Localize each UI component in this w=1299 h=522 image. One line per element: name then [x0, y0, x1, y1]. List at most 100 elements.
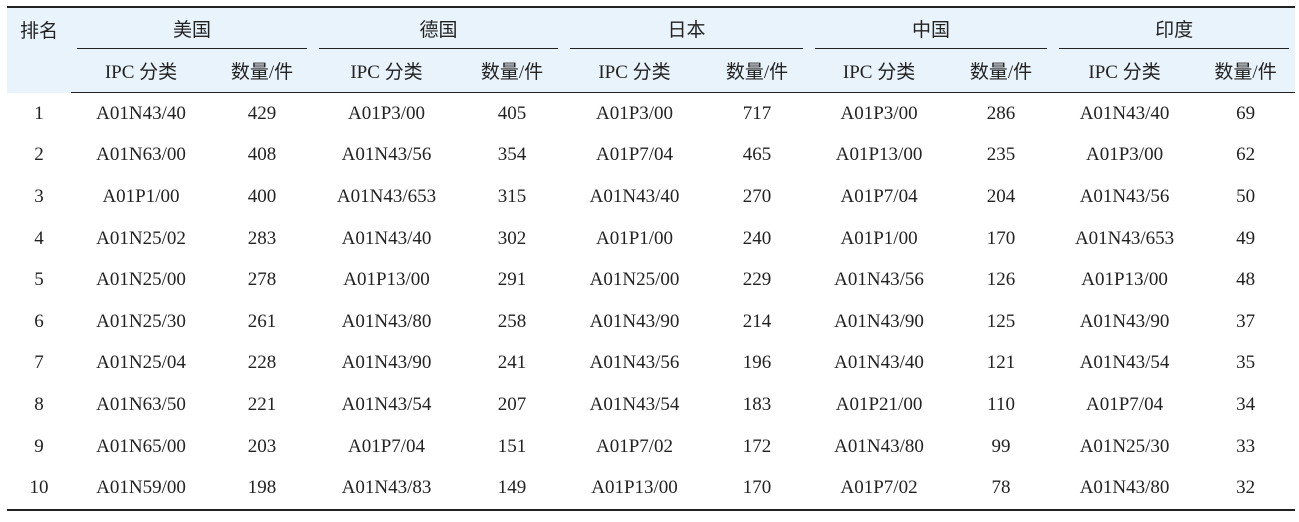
count-cell: 207 [497, 393, 527, 415]
table-row: 9 A01N65/00 203 A01P7/04 151 A01P7/02 172 A01N4… [7, 426, 1295, 468]
ipc-class-cell: A01P13/00 [343, 269, 430, 291]
table-header: 排名 美国 德国 日本 中国 印度 IPC 分类 数量/件 IPC 分类 数量/… [7, 6, 1296, 93]
ipc-class-cell: A01N43/56 [589, 352, 680, 374]
count-cell: 151 [497, 435, 527, 457]
table-row: 7 A01N25/04 228 A01N43/90 241 A01N43/56 196 A01… [7, 343, 1295, 385]
count-cell: 183 [742, 393, 772, 415]
count-cell: 315 [497, 185, 527, 207]
ipc-class-cell: A01N43/653 [336, 185, 437, 207]
count-cell: 48 [1236, 269, 1256, 291]
ipc-class-cell: A01P3/00 [1086, 144, 1164, 166]
ipc-class-cell: A01N25/04 [96, 352, 186, 374]
count-cell: 69 [1236, 102, 1256, 124]
table-row: 6 A01N25/30 261 A01N43/80 258 A01N43/90 214 A01… [7, 301, 1295, 343]
count-cell: 37 [1236, 310, 1256, 332]
ipc-class-cell: A01N43/653 [1074, 227, 1175, 249]
ipc-class-cell: A01P13/00 [835, 144, 923, 166]
group-header-china: 中国 [809, 6, 1054, 49]
rank-cell: 10 [7, 467, 71, 511]
count-cell: 50 [1236, 185, 1256, 207]
count-cell: 235 [986, 144, 1016, 166]
ipc-class-cell: A01N25/30 [1079, 435, 1170, 457]
rank-cell: 1 [34, 102, 44, 124]
ipc-class-cell: A01N43/56 [834, 269, 924, 291]
ipc-class-cell: A01N43/54 [1079, 352, 1170, 374]
rank-header: 排名 [7, 6, 71, 93]
ipc-class-header: IPC 分类 [313, 49, 461, 93]
ipc-class-cell: A01N43/90 [589, 310, 680, 332]
count-cell: 32 [1196, 467, 1296, 511]
ipc-class-cell: A01P13/00 [564, 467, 706, 511]
count-cell: 170 [705, 467, 810, 511]
group-header-usa: 美国 [71, 6, 314, 49]
count-cell: 283 [247, 227, 277, 249]
table-row: 2 A01N63/00 408 A01N43/56 354 A01P7/04 465 A01P… [7, 135, 1295, 177]
group-header-india: 印度 [1053, 6, 1296, 49]
ipc-class-cell: A01N43/54 [341, 393, 432, 415]
header-sub-row: IPC 分类 数量/件 IPC 分类 数量/件 IPC 分类 数量/件 IPC … [7, 49, 1296, 93]
ipc-class-cell: A01P1/00 [840, 227, 918, 249]
ipc-class-cell: A01P13/00 [1081, 269, 1168, 291]
ipc-class-cell: A01P3/00 [840, 102, 918, 124]
count-cell: 35 [1236, 352, 1256, 374]
table-row: 5 A01N25/00 278 A01P13/00 291 A01N25/00 229 A01… [7, 259, 1295, 301]
count-cell: 240 [742, 227, 772, 249]
ipc-class-cell: A01P7/04 [347, 435, 426, 457]
ipc-class-cell: A01N43/80 [834, 435, 924, 457]
count-cell: 228 [247, 352, 277, 374]
ipc-class-cell: A01N59/00 [71, 467, 211, 511]
count-cell: 49 [1236, 227, 1256, 249]
count-cell: 121 [986, 352, 1016, 374]
count-cell: 465 [742, 144, 772, 166]
count-cell: 172 [742, 435, 772, 457]
count-cell: 408 [247, 144, 277, 166]
ipc-class-cell: A01N25/30 [96, 310, 186, 332]
ipc-class-cell: A01P7/04 [840, 185, 918, 207]
count-cell: 110 [987, 393, 1015, 415]
count-header: 数量/件 [705, 49, 810, 93]
rank-cell: 3 [34, 185, 44, 207]
ipc-class-cell: A01N63/50 [96, 393, 186, 415]
rank-cell: 9 [34, 435, 44, 457]
ipc-class-cell: A01P1/00 [595, 227, 674, 249]
ipc-class-cell: A01N43/40 [834, 352, 924, 374]
count-cell: 354 [497, 144, 527, 166]
ipc-class-cell: A01N43/56 [1079, 185, 1170, 207]
table-body: 1 A01N43/40 429 A01P3/00 405 A01P3/00 717 A01P3… [7, 93, 1296, 511]
ipc-class-cell: A01N43/90 [341, 352, 432, 374]
ipc-class-cell: A01N65/00 [96, 435, 186, 457]
ipc-class-cell: A01P7/04 [595, 144, 674, 166]
ipc-class-cell: A01N43/40 [341, 227, 432, 249]
count-cell: 33 [1236, 435, 1256, 457]
count-cell: 198 [211, 467, 314, 511]
ipc-class-cell: A01N25/00 [96, 269, 186, 291]
count-cell: 149 [460, 467, 565, 511]
ipc-class-cell: A01N43/40 [96, 102, 186, 124]
ipc-class-cell: A01P3/00 [347, 102, 426, 124]
ipc-class-header: IPC 分类 [564, 49, 706, 93]
count-cell: 34 [1236, 393, 1256, 415]
group-header-germany: 德国 [313, 6, 565, 49]
count-cell: 214 [742, 310, 772, 332]
table-row: 3 A01P1/00 400 A01N43/653 315 A01N43/40 270 A01… [7, 176, 1295, 218]
count-cell: 717 [742, 102, 772, 124]
ipc-class-cell: A01N43/83 [313, 467, 461, 511]
ipc-class-cell: A01N43/90 [834, 310, 924, 332]
count-cell: 62 [1236, 144, 1256, 166]
rank-cell: 7 [34, 352, 44, 374]
ipc-class-cell: A01N43/56 [341, 144, 432, 166]
ipc-class-header: IPC 分类 [71, 49, 211, 93]
rank-cell: 6 [34, 310, 44, 332]
count-cell: 286 [986, 102, 1016, 124]
table-row: 10 A01N59/00 198 A01N43/83 149 A01P13/00 170 A0… [7, 467, 1296, 511]
ipc-class-cell: A01P7/04 [1086, 393, 1164, 415]
table-row: 4 A01N25/02 283 A01N43/40 302 A01P1/00 240 A01P… [7, 218, 1295, 260]
ipc-class-cell: A01N43/40 [1079, 102, 1170, 124]
ipc-class-cell: A01P3/00 [595, 102, 674, 124]
rank-cell: 5 [34, 269, 44, 291]
count-header: 数量/件 [211, 49, 314, 93]
ipc-class-cell: A01P7/02 [809, 467, 950, 511]
count-cell: 302 [497, 227, 527, 249]
count-cell: 196 [742, 352, 772, 374]
